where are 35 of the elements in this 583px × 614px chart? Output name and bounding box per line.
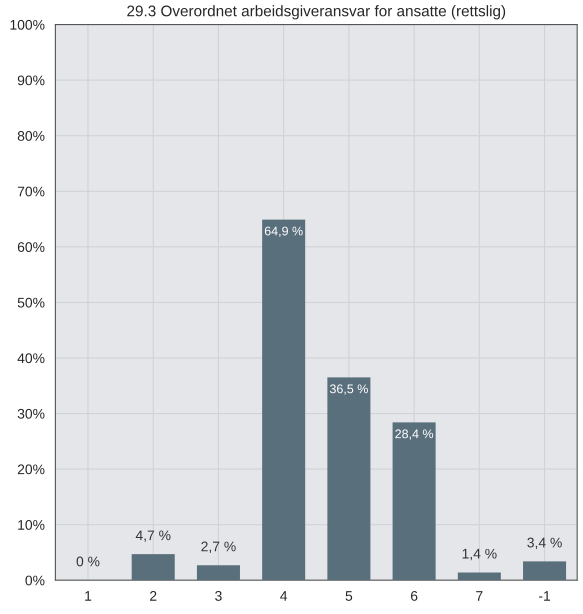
y-tick-label: 90% — [18, 75, 44, 86]
bar — [458, 572, 501, 580]
data-label: 64,9 % — [264, 226, 303, 237]
x-tick-label: 2 — [150, 591, 156, 601]
data-label: 4,7 % — [136, 530, 170, 542]
data-label: 2,7 % — [201, 542, 236, 554]
bar — [262, 220, 306, 580]
data-label: 3,4 % — [527, 538, 562, 550]
bar — [196, 565, 240, 580]
bar — [392, 422, 436, 580]
x-tick-label: 3 — [215, 591, 222, 601]
bar — [132, 554, 175, 580]
x-tick-label: 4 — [280, 591, 288, 601]
data-label: 28,4 % — [395, 429, 434, 440]
data-label: 0 % — [76, 556, 100, 566]
y-tick-label: 40% — [17, 353, 44, 364]
x-tick-label: 1 — [85, 591, 92, 601]
y-tick-label: 70% — [18, 186, 44, 196]
y-tick-label: 20% — [18, 464, 44, 474]
x-tick-label: 7 — [476, 591, 482, 601]
bar — [327, 377, 370, 580]
y-tick-label: 50% — [18, 298, 44, 308]
y-tick-label: 0% — [25, 576, 44, 586]
data-label: 1,4 % — [462, 548, 497, 560]
y-tick-label: 100% — [10, 20, 44, 30]
y-tick-label: 60% — [18, 242, 44, 252]
data-label: 36,5 % — [330, 384, 368, 395]
y-tick-label: 80% — [18, 131, 44, 141]
chart-title: 29.3 Overordnet arbeidsgiveransvar for ansatte (rettslig) — [127, 5, 506, 20]
x-tick-label: 6 — [410, 591, 418, 601]
y-tick-label: 30% — [18, 408, 44, 419]
bar — [523, 561, 566, 580]
x-tick-label: -1 — [539, 591, 550, 601]
y-tick-label: 10% — [18, 520, 44, 530]
x-tick-label: 5 — [346, 591, 352, 601]
